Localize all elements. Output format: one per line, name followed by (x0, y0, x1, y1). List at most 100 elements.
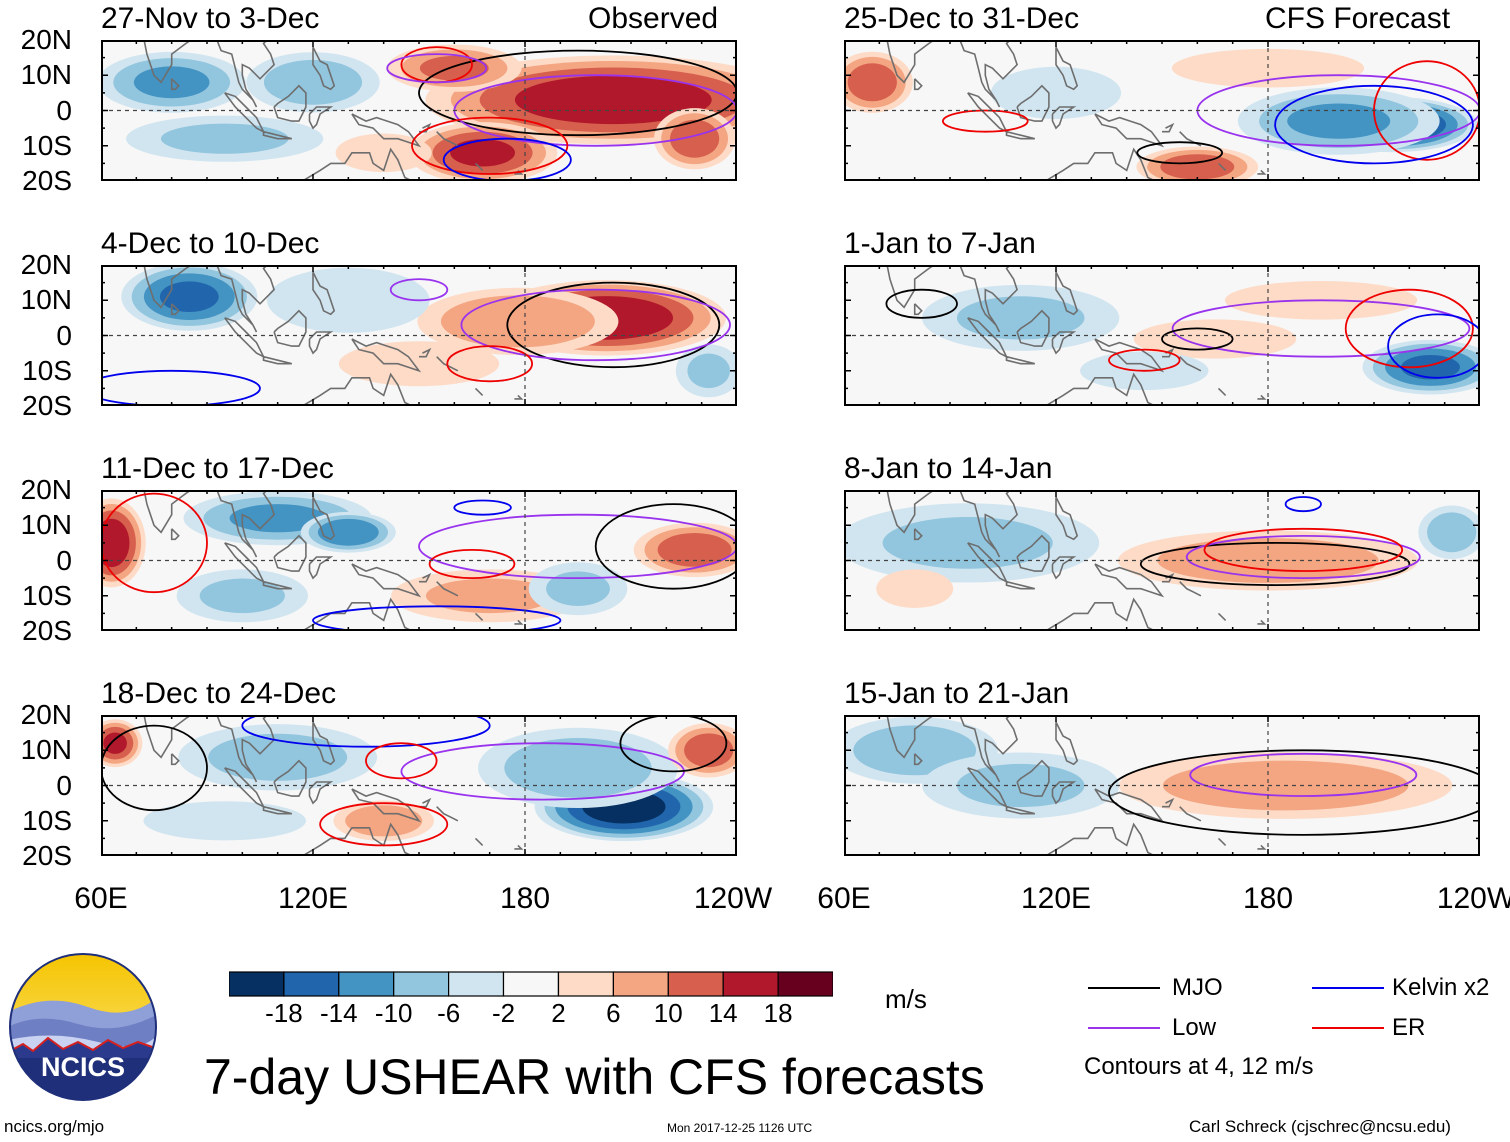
coastline-11 (436, 581, 459, 597)
coastline-5 (273, 759, 307, 797)
x-tick-180-right: 180 (1242, 882, 1294, 915)
shear-shade-6-3-6 (1427, 512, 1477, 553)
header-observed: Observed (588, 2, 719, 35)
coastline-12 (1217, 387, 1227, 396)
contour-5-3 (885, 288, 958, 319)
shear-shade-3-6-2 (143, 801, 306, 841)
footer-url[interactable]: ncics.org/mjo (4, 1117, 105, 1136)
coastline-5 (273, 534, 307, 572)
panel-title-2: 4-Dec to 10-Dec (101, 227, 320, 260)
panel-title-3: 11-Dec to 17-Dec (101, 452, 334, 485)
coastline-11 (436, 131, 459, 147)
panel-frame (101, 715, 737, 856)
coastline-12 (474, 612, 484, 621)
y-tick-label: 10N (20, 734, 72, 766)
shear-shade-4-4-2 (990, 66, 1122, 119)
coastline-12 (474, 162, 484, 171)
coastline-8 (1094, 563, 1165, 598)
coastline-13 (514, 619, 524, 625)
coastline-7 (1055, 271, 1079, 316)
coastline-11 (1179, 581, 1202, 597)
colorbar-swatch-2 (338, 971, 395, 997)
map-panel-fcst-3 (844, 490, 1480, 631)
coastline-6 (1051, 781, 1077, 805)
shear-shade-1-3-2 (267, 267, 430, 333)
coastline-1 (913, 753, 923, 766)
contour-4-3 (1136, 141, 1224, 165)
coastline-11 (1179, 356, 1202, 372)
x-tick-60e-right: 60E (817, 882, 871, 915)
coastline-0 (143, 715, 193, 759)
shear-shade-3-3-10 (684, 733, 734, 768)
colorbar-tick-label: 18 (763, 998, 793, 1028)
panel-frame (844, 40, 1480, 181)
shear-shade-3-1-6 (504, 738, 652, 798)
shear-shade-2-1-10 (657, 533, 732, 567)
coastline-13 (1257, 394, 1267, 400)
shear-shade-2-3-10 (317, 518, 379, 546)
colorbar-swatch-7 (612, 971, 669, 997)
coastline-2 (216, 265, 276, 333)
coastline-13 (514, 844, 524, 850)
coastline-6 (1051, 106, 1077, 130)
legend-low: Low (1172, 1014, 1217, 1041)
shear-shade-2-4-6 (425, 578, 554, 614)
footer-credit: Carl Schreck (cjschrec@ncsu.edu) (1189, 1117, 1451, 1136)
coastline-6 (308, 106, 334, 130)
coastline-8 (351, 113, 422, 148)
colorbar-swatch-10 (777, 971, 833, 997)
coastline-7 (312, 496, 336, 541)
colorbar-swatch-8 (667, 971, 724, 997)
contour-3-2 (365, 742, 438, 780)
coastline-12 (474, 387, 484, 396)
coastline-0 (143, 490, 193, 534)
y-tick-label: 10N (20, 59, 72, 91)
units-label: m/s (885, 984, 927, 1014)
shear-shade-3-2-14 (103, 732, 127, 754)
coastline-12 (1217, 162, 1227, 171)
y-tick-label: 20N (20, 474, 72, 505)
y-tick-label: 20S (22, 390, 72, 421)
coastline-4 (1005, 805, 1035, 815)
x-tick-180-left: 180 (499, 882, 551, 915)
shear-shade-2-5-6 (199, 578, 285, 614)
coastline-2 (959, 265, 1019, 333)
colorbar-swatch-5 (502, 971, 560, 997)
legend-er: ER (1392, 1014, 1426, 1041)
legend-mjo: MJO (1172, 974, 1223, 1001)
shear-shade-4-2-10 (847, 63, 897, 102)
coastline-1 (170, 528, 180, 541)
coastline-11 (436, 806, 459, 822)
colorbar-tick-label: -6 (437, 998, 461, 1028)
contour-2-0 (418, 513, 737, 579)
coastline-2 (959, 490, 1019, 558)
y-tick-label: 0 (56, 94, 72, 126)
coastline-4 (262, 130, 292, 140)
contour-5-5 (1161, 327, 1234, 351)
coastline-5 (1016, 309, 1050, 347)
coastline-7 (312, 46, 336, 91)
coastline-7 (1055, 496, 1079, 541)
panel-title-6: 1-Jan to 7-Jan (844, 227, 1036, 260)
contour-5-4 (1108, 348, 1181, 372)
x-tick-60e-left: 60E (74, 882, 128, 915)
shear-shade-1-1-6 (440, 295, 595, 348)
colorbar-swatch-0 (229, 971, 285, 997)
y-tick-label: 20N (20, 249, 72, 280)
contour-3-3 (319, 802, 449, 847)
map-panel-obs-4 (101, 715, 737, 856)
coastline-8 (351, 563, 422, 598)
coastline-7 (1055, 721, 1079, 766)
coastline-8 (351, 338, 422, 373)
y-tick-label: 20S (22, 840, 72, 871)
legend-lines (1088, 987, 1384, 1029)
coastline-7 (312, 721, 336, 766)
contour-1-3 (446, 345, 534, 383)
contour-4-4 (942, 109, 1029, 133)
contour-1-2 (101, 369, 261, 406)
coastline-2 (959, 40, 1019, 108)
shear-shade-5-1-2 (1133, 319, 1297, 359)
colorbar-tick-label: -10 (374, 998, 413, 1028)
coastline-7 (312, 271, 336, 316)
x-tick-120e-right: 120E (1020, 882, 1092, 915)
